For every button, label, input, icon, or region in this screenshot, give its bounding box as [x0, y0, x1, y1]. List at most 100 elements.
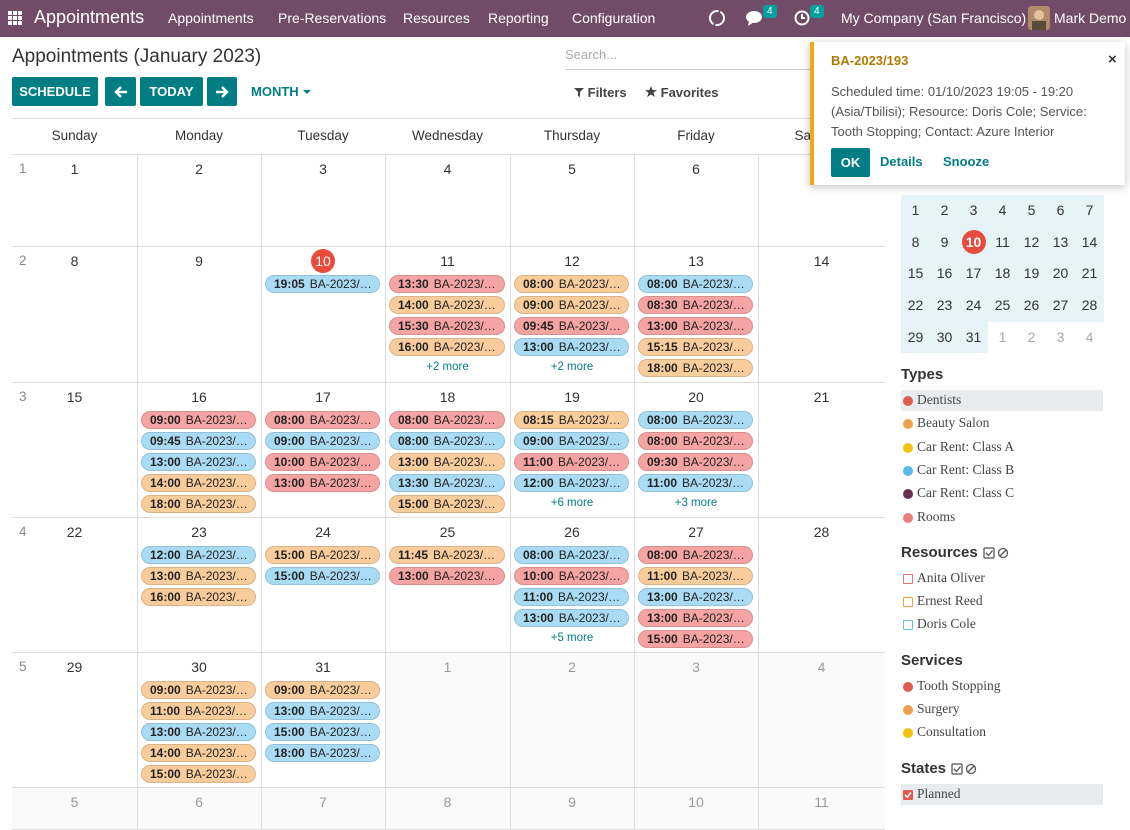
activity-icon[interactable]	[794, 9, 812, 27]
mini-day[interactable]: 25	[994, 297, 1011, 314]
mini-day[interactable]: 1	[998, 328, 1007, 345]
odoo-icon[interactable]	[707, 8, 727, 28]
menu-item[interactable]: Appointments	[168, 10, 254, 26]
event-pill[interactable]: 14:00 BA-2023/…	[141, 744, 256, 762]
event-pill[interactable]: 13:00 BA-2023/…	[141, 723, 256, 741]
mini-day[interactable]: 6	[1056, 202, 1065, 218]
mini-day[interactable]: 9	[940, 233, 949, 250]
filter-label[interactable]: Anita Oliver	[917, 569, 985, 585]
filter-label[interactable]: Car Rent: Class C	[917, 485, 1015, 501]
mini-day[interactable]: 31	[965, 328, 982, 345]
mini-day[interactable]: 2	[1027, 328, 1036, 345]
event-pill[interactable]: 11:00 BA-2023/…	[638, 474, 753, 492]
menu-item[interactable]: Resources	[403, 10, 470, 26]
event-pill[interactable]: 18:00 BA-2023/…	[141, 495, 256, 513]
mini-day[interactable]: 14	[1081, 233, 1098, 250]
mini-day[interactable]: 3	[969, 202, 978, 218]
schedule-button[interactable]: SCHEDULE	[12, 77, 98, 106]
event-pill[interactable]: 19:05 BA-2023/…	[265, 275, 380, 293]
mini-day[interactable]: 21	[1081, 265, 1098, 282]
mini-day[interactable]: 5	[1027, 202, 1036, 218]
event-pill[interactable]: 15:00 BA-2023/…	[389, 495, 505, 513]
filter-label[interactable]: Car Rent: Class A	[917, 438, 1015, 454]
mini-day[interactable]: 1	[911, 202, 920, 218]
event-pill[interactable]: 11:45 BA-2023/…	[389, 546, 505, 564]
filter-label[interactable]: Doris Cole	[917, 616, 976, 632]
event-pill[interactable]: 15:00 BA-2023/…	[265, 723, 380, 741]
event-pill[interactable]: 12:00 BA-2023/…	[514, 474, 629, 492]
prev-button[interactable]	[105, 77, 136, 106]
filter-label[interactable]: Dentists	[917, 392, 962, 407]
mini-day[interactable]: 4	[998, 202, 1007, 218]
event-pill[interactable]: 15:00 BA-2023/…	[638, 630, 753, 648]
chat-icon[interactable]	[746, 10, 764, 26]
popup-details[interactable]: Details	[880, 154, 923, 169]
event-pill[interactable]: 12:00 BA-2023/…	[141, 546, 256, 564]
filter-label[interactable]: Car Rent: Class B	[917, 461, 1015, 477]
event-pill[interactable]: 09:30 BA-2023/…	[638, 453, 753, 471]
filter-dot[interactable]	[903, 396, 913, 406]
filter-label[interactable]: Ernest Reed	[917, 593, 983, 609]
event-pill[interactable]: 09:00 BA-2023/…	[265, 432, 380, 450]
event-pill[interactable]: 16:00 BA-2023/…	[141, 588, 256, 606]
filter-checkbox[interactable]	[903, 620, 913, 631]
event-pill[interactable]: 15:15 BA-2023/…	[638, 338, 753, 356]
filter-dot[interactable]	[903, 728, 913, 739]
filter-label[interactable]: Tooth Stopping	[917, 677, 1001, 693]
event-pill[interactable]: 11:00 BA-2023/…	[638, 567, 753, 585]
mini-day[interactable]: 28	[1081, 297, 1098, 314]
mini-day[interactable]: 15	[907, 265, 924, 282]
filter-label[interactable]: Rooms	[917, 508, 956, 524]
event-pill[interactable]: 15:00 BA-2023/…	[141, 765, 256, 783]
mini-day[interactable]: 2	[940, 202, 949, 218]
event-pill[interactable]: 13:00 BA-2023/…	[389, 567, 505, 585]
event-pill[interactable]: 13:30 BA-2023/…	[389, 474, 505, 492]
filter-checkbox[interactable]	[903, 597, 913, 608]
mini-day[interactable]: 27	[1052, 297, 1069, 314]
menu-item[interactable]: Reporting	[488, 10, 549, 26]
event-pill[interactable]: 13:30 BA-2023/…	[389, 275, 505, 293]
mini-day[interactable]: 22	[907, 297, 924, 314]
event-pill[interactable]: 08:00 BA-2023/…	[389, 411, 505, 429]
toggle-icons[interactable]	[951, 762, 977, 778]
event-pill[interactable]: 13:00 BA-2023/…	[638, 588, 753, 606]
event-pill[interactable]: 09:00 BA-2023/…	[265, 681, 380, 699]
event-pill[interactable]: 09:00 BA-2023/…	[514, 432, 629, 450]
user[interactable]: Mark Demo	[1054, 10, 1127, 26]
avatar[interactable]	[1028, 6, 1050, 30]
event-pill[interactable]: 10:00 BA-2023/…	[514, 567, 629, 585]
event-pill[interactable]: 16:00 BA-2023/…	[389, 338, 505, 356]
event-pill[interactable]: 13:00 BA-2023/…	[514, 609, 629, 627]
event-pill[interactable]: 15:00 BA-2023/…	[265, 546, 380, 564]
event-pill[interactable]: 15:00 BA-2023/…	[265, 567, 380, 585]
search-input[interactable]: Search...	[565, 46, 810, 70]
event-pill[interactable]: 13:00 BA-2023/…	[141, 453, 256, 471]
popup-ok[interactable]: OK	[831, 148, 870, 177]
mini-day[interactable]: 18	[994, 265, 1011, 282]
mini-day[interactable]: 23	[936, 297, 953, 314]
menu-item[interactable]: Configuration	[572, 10, 656, 26]
event-pill[interactable]: 14:00 BA-2023/…	[389, 296, 505, 314]
event-pill[interactable]: 13:00 BA-2023/…	[514, 338, 629, 356]
event-pill[interactable]: 11:00 BA-2023/…	[514, 588, 629, 606]
menu-item[interactable]: Pre-Reservations	[278, 10, 387, 26]
event-pill[interactable]: 08:00 BA-2023/…	[638, 411, 753, 429]
more-link[interactable]: +6 more	[550, 497, 594, 509]
event-pill[interactable]: 11:00 BA-2023/…	[141, 702, 256, 720]
event-pill[interactable]: 13:00 BA-2023/…	[265, 702, 380, 720]
filter-label[interactable]: Planned	[917, 785, 961, 801]
more-link[interactable]: +3 more	[674, 497, 718, 509]
event-pill[interactable]: 08:00 BA-2023/…	[514, 546, 629, 564]
event-pill[interactable]: 09:45 BA-2023/…	[514, 317, 629, 335]
filter-dot[interactable]	[903, 419, 913, 430]
event-pill[interactable]: 09:45 BA-2023/…	[141, 432, 256, 450]
event-pill[interactable]: 09:00 BA-2023/…	[141, 411, 256, 429]
more-link[interactable]: +2 more	[550, 361, 594, 373]
event-pill[interactable]: 13:00 BA-2023/…	[141, 567, 256, 585]
mini-day[interactable]: 17	[965, 265, 982, 282]
filter-checkbox[interactable]	[903, 573, 913, 584]
filter-dot[interactable]	[903, 705, 913, 715]
event-pill[interactable]: 08:00 BA-2023/…	[638, 546, 753, 564]
event-pill[interactable]: 13:00 BA-2023/…	[638, 609, 753, 627]
mini-day[interactable]: 10	[965, 233, 982, 250]
